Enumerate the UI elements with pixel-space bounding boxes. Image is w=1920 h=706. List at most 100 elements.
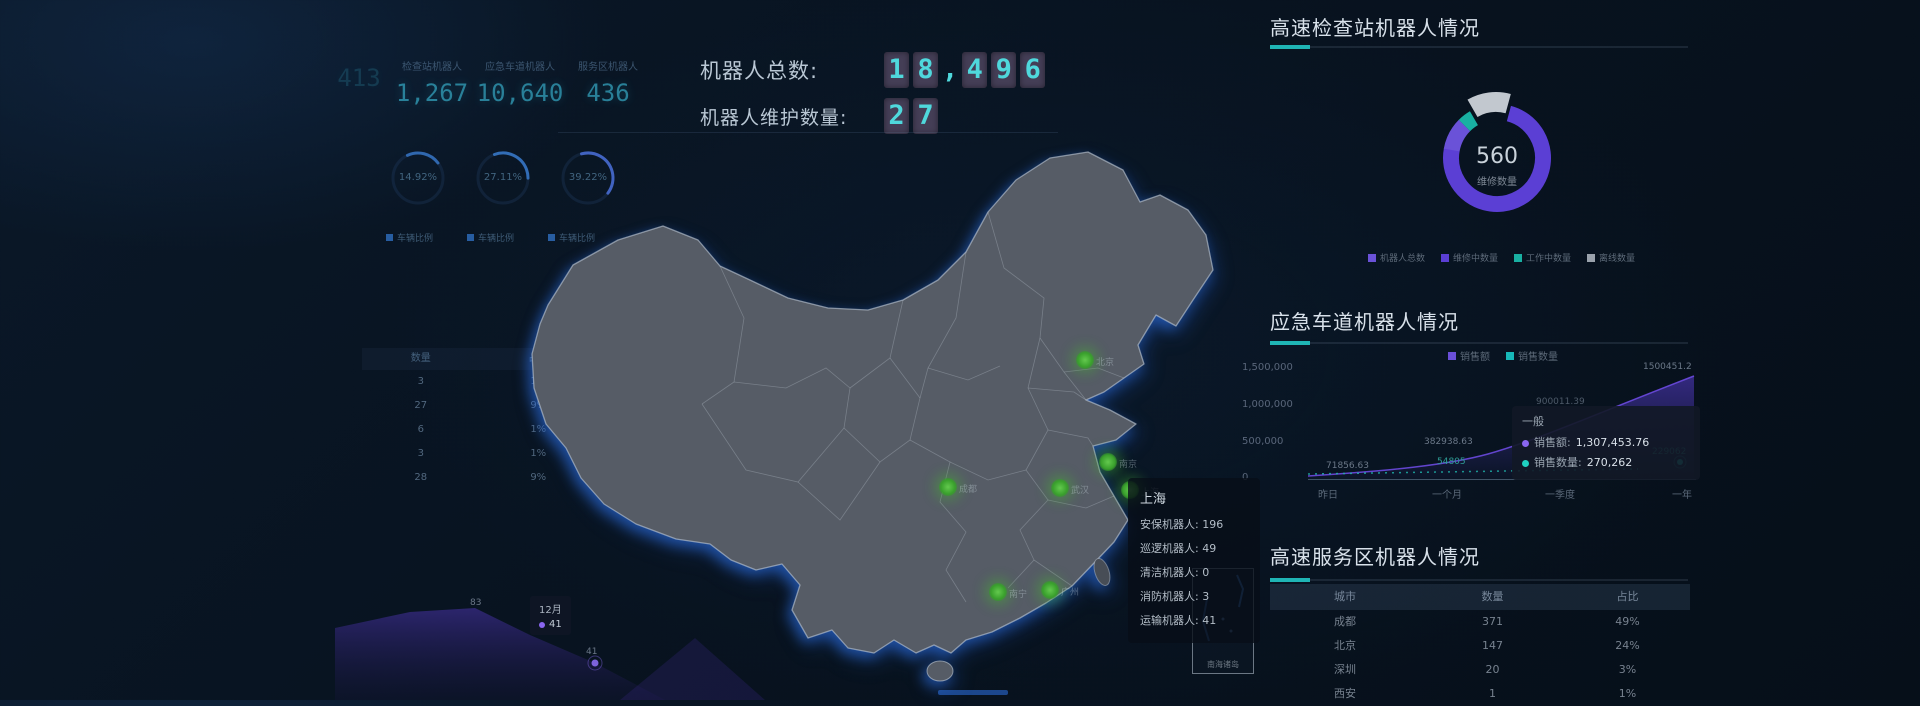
lane-tooltip-row: 销售数量: 270,262 bbox=[1522, 453, 1690, 473]
stat-service-label: 服务区机器人 bbox=[578, 62, 638, 73]
digit: 4 bbox=[962, 52, 988, 88]
gauge-legend-2-label: 车辆比例 bbox=[478, 234, 515, 244]
section-rule-accent bbox=[1270, 45, 1310, 49]
table-row[interactable]: 3 1% bbox=[362, 442, 597, 466]
row-label: 清洁机器人: bbox=[1140, 566, 1199, 579]
service-table-header: 城市 数量 占比 bbox=[1270, 584, 1690, 610]
map-marker-nanjing[interactable]: 南京 bbox=[1099, 453, 1137, 471]
table-row[interactable]: 西安 1 1% bbox=[1270, 682, 1690, 706]
trend-tooltip-month: 12月 bbox=[539, 605, 562, 616]
table-row[interactable]: 28 9% bbox=[362, 466, 597, 490]
cell: 3 bbox=[417, 448, 424, 459]
section-rule-accent bbox=[1270, 341, 1310, 345]
cell-city: 北京 bbox=[1334, 639, 1356, 652]
map-tooltip-row: 运输机器人: 41 bbox=[1140, 609, 1248, 633]
trend-tooltip-value: 41 bbox=[549, 619, 562, 630]
left-trend-chart[interactable] bbox=[335, 590, 765, 700]
row-value: 270,262 bbox=[1586, 456, 1633, 469]
hainan-island bbox=[926, 660, 954, 682]
marker-label: 南宁 bbox=[1009, 590, 1028, 600]
gauge-legend-2: 车辆比例 bbox=[467, 226, 514, 245]
y-tick: 500,000 bbox=[1242, 436, 1284, 447]
legend-label: 机器人总数 bbox=[1380, 254, 1426, 264]
gauge-legend-row: 车辆比例 车辆比例 车辆比例 bbox=[386, 226, 595, 245]
marker-label: 广州 bbox=[1061, 588, 1080, 598]
gauge-legend-1-label: 车辆比例 bbox=[397, 234, 434, 244]
row-label: 运输机器人: bbox=[1140, 614, 1199, 627]
table-row[interactable]: 北京 147 24% bbox=[1270, 634, 1690, 658]
legend-label: 销售数量 bbox=[1518, 352, 1558, 363]
stat-partial: 413 bbox=[330, 58, 388, 107]
gauge-legend-3-label: 车辆比例 bbox=[559, 234, 596, 244]
lane-legend: 销售额 销售数量 bbox=[1448, 348, 1558, 363]
point-label: 900011.39 bbox=[1536, 397, 1585, 407]
trend-left-label: 83 bbox=[470, 598, 482, 608]
gauge-legend-1: 车辆比例 bbox=[386, 226, 433, 245]
trend-tooltip: 12月 41 bbox=[530, 596, 571, 635]
gauge-1-percent: 14.92% bbox=[398, 172, 438, 183]
x-label: 一年 bbox=[1672, 490, 1692, 501]
china-map[interactable] bbox=[488, 140, 1258, 685]
table-row[interactable]: 深圳 20 3% bbox=[1270, 658, 1690, 682]
legend-item[interactable]: 离线数量 bbox=[1587, 251, 1635, 264]
legend-item[interactable]: 销售数量 bbox=[1506, 348, 1558, 363]
cell: 6 bbox=[417, 424, 424, 435]
cell-city: 成都 bbox=[1334, 615, 1356, 628]
cell: 1% bbox=[530, 424, 547, 435]
x-label: 一季度 bbox=[1545, 490, 1575, 501]
donut-center-value: 560 bbox=[1476, 144, 1518, 169]
series-dot-icon bbox=[539, 621, 545, 628]
maintain-label: 机器人维护数量: bbox=[700, 106, 848, 129]
series-dot-icon bbox=[1522, 459, 1529, 467]
gauge-3: 39.22% bbox=[556, 146, 620, 210]
cell-percent: 49% bbox=[1615, 615, 1640, 628]
stat-checkpoint: 检查站机器人 1,267 bbox=[388, 58, 476, 107]
section-rule-accent bbox=[1270, 578, 1310, 582]
service-section-rule bbox=[1270, 578, 1688, 582]
cell-count: 147 bbox=[1482, 639, 1503, 652]
stat-service-value: 436 bbox=[586, 79, 630, 107]
legend-item[interactable]: 工作中数量 bbox=[1514, 251, 1571, 264]
checkpoint-legend: 机器人总数 维修中数量 工作中数量 离线数量 bbox=[1368, 251, 1635, 264]
province-borders bbox=[701, 211, 1125, 603]
legend-square-icon bbox=[1514, 253, 1523, 262]
digit: 2 bbox=[884, 98, 909, 134]
service-table: 城市 数量 占比 成都 371 49% 北京 147 24% 深圳 20 3% … bbox=[1270, 584, 1690, 706]
map-marker-nanning[interactable]: 南宁 bbox=[989, 583, 1027, 601]
legend-item[interactable]: 维修中数量 bbox=[1441, 251, 1498, 264]
header-count: 数量 bbox=[1481, 590, 1504, 603]
marker-label: 武汉 bbox=[1071, 486, 1090, 496]
legend-square-icon bbox=[467, 234, 475, 241]
gauge-legend-3: 车辆比例 bbox=[548, 226, 595, 245]
gauge-3-arc bbox=[561, 151, 615, 205]
row-label: 销售额: bbox=[1534, 436, 1571, 449]
table-row[interactable]: 6 1% bbox=[362, 418, 597, 442]
legend-square-icon bbox=[1506, 351, 1514, 360]
row-value: 3 bbox=[1202, 590, 1210, 603]
donut-center: 560 维修数量 bbox=[1457, 144, 1537, 188]
taiwan-island bbox=[1093, 558, 1111, 586]
legend-item[interactable]: 机器人总数 bbox=[1368, 251, 1425, 264]
series-dot-icon bbox=[1522, 439, 1529, 447]
marker-label: 北京 bbox=[1096, 358, 1115, 368]
legend-square-icon bbox=[1587, 253, 1596, 262]
cell: 1% bbox=[530, 448, 547, 459]
map-marker-guangzhou[interactable]: 广州 bbox=[1041, 581, 1079, 599]
header-city: 城市 bbox=[1334, 590, 1356, 603]
map-marker-chengdu[interactable]: 成都 bbox=[939, 478, 977, 496]
map-marker-wuhan[interactable]: 武汉 bbox=[1051, 479, 1089, 497]
map-tooltip-row: 巡逻机器人: 49 bbox=[1140, 537, 1248, 561]
checkpoint-donut[interactable] bbox=[1427, 80, 1567, 230]
cell: 9% bbox=[530, 400, 547, 411]
donut-center-label: 维修数量 bbox=[1477, 177, 1517, 188]
table-row[interactable]: 成都 371 49% bbox=[1270, 610, 1690, 634]
lane-section-title: 应急车道机器人情况 bbox=[1270, 310, 1459, 334]
map-marker-beijing[interactable]: 北京 bbox=[1076, 351, 1114, 369]
gauge-2-arc bbox=[476, 151, 530, 205]
table-row[interactable]: 27 9% bbox=[362, 394, 597, 418]
checkpoint-section-rule bbox=[1270, 45, 1688, 49]
legend-item[interactable]: 销售额 bbox=[1448, 348, 1490, 363]
row-label: 消防机器人: bbox=[1140, 590, 1199, 603]
